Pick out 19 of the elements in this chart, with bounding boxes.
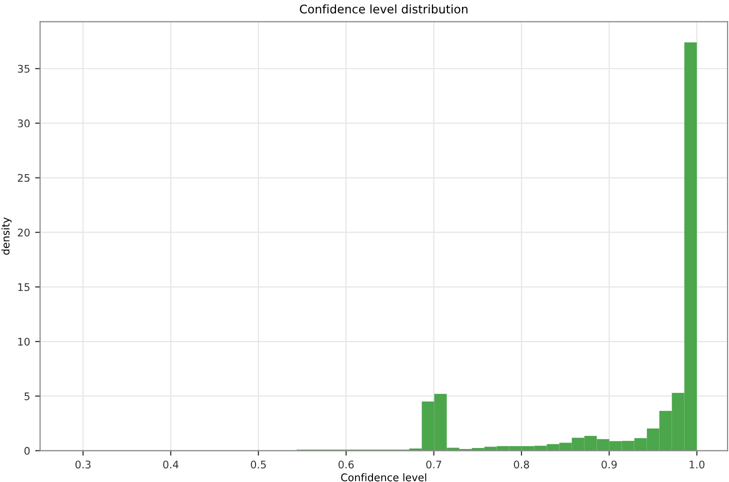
x-axis-title: Confidence level [341, 473, 426, 482]
x-tick-label: 0.8 [514, 460, 530, 468]
y-tick-label: 35 [18, 64, 30, 73]
x-tick-label: 0.5 [250, 460, 266, 468]
x-tick-label: 0.3 [75, 460, 91, 468]
y-tick-label: 25 [18, 174, 30, 182]
chart-title: Confidence level distribution [300, 4, 468, 14]
x-tick-label: 1.0 [690, 460, 704, 468]
y-tick-label: 5 [24, 392, 30, 400]
y-tick-label: 30 [18, 119, 30, 128]
x-tick-label: 0.7 [426, 460, 442, 468]
y-axis-title: density [1, 217, 12, 255]
x-tick-label: 0.6 [338, 460, 354, 468]
y-tick-label: 20 [18, 228, 30, 236]
x-tick-label: 0.9 [602, 460, 617, 468]
y-tick-label: 15 [18, 283, 30, 292]
y-tick-label: 0 [24, 446, 30, 455]
y-tick-label: 10 [18, 338, 30, 346]
x-tick-label: 0.4 [163, 460, 178, 468]
